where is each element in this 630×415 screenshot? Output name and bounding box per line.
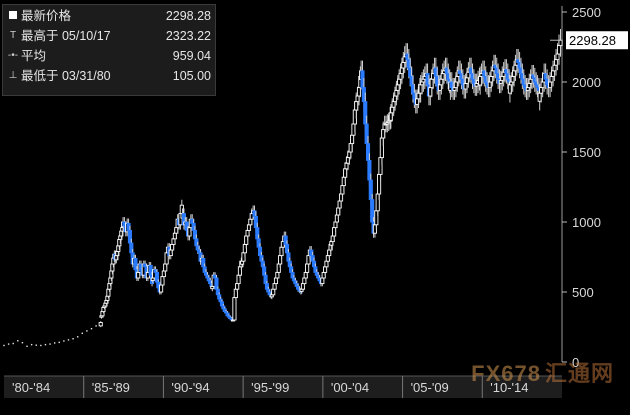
- data-dot: [53, 342, 56, 344]
- legend-value: 2298.28: [165, 9, 211, 23]
- last-price-tag: [566, 31, 628, 50]
- data-dot: [35, 344, 37, 346]
- candle-up: [232, 297, 237, 321]
- chart-legend: 最新价格 2298.28 T 最高于 05/10/17 2323.22 -•- …: [2, 4, 216, 96]
- data-dot: [12, 342, 14, 345]
- data-dot: [21, 341, 24, 344]
- x-tick-label: '95-'99: [251, 380, 289, 395]
- legend-value: 959.04: [172, 49, 211, 63]
- watermark-logo: FX678 汇通网: [471, 356, 614, 388]
- y-tick-label: 2500: [572, 5, 601, 20]
- data-dot: [86, 330, 88, 332]
- data-dot: [63, 340, 65, 342]
- data-dot: [81, 332, 83, 334]
- x-tick-label: '90-'94: [171, 380, 209, 395]
- data-dot: [40, 344, 42, 347]
- data-dot: [90, 327, 93, 330]
- data-dot: [58, 341, 60, 344]
- y-tick-label: 2000: [572, 75, 601, 90]
- data-dot: [17, 340, 19, 342]
- x-tick-label: '10-'14: [490, 380, 528, 395]
- x-axis-band: [4, 376, 562, 398]
- candle-up: [98, 322, 103, 327]
- legend-value: 105.00: [172, 69, 211, 83]
- data-dot: [30, 343, 33, 346]
- data-dot: [67, 339, 70, 341]
- legend-label: 最高于 05/10/17: [21, 29, 111, 43]
- legend-label: 最低于 03/31/80: [21, 69, 111, 83]
- last-price-label: 2298.28: [569, 33, 616, 48]
- x-tick-label: '05-'09: [411, 380, 449, 395]
- data-dot: [44, 343, 47, 346]
- candle-up: [558, 39, 563, 47]
- data-dot: [76, 336, 79, 338]
- y-tick-label: 0: [572, 355, 579, 370]
- square-icon: [7, 7, 19, 26]
- watermark-cn: 汇通网: [544, 361, 614, 386]
- x-tick-label: '80-'84: [12, 380, 50, 395]
- legend-row-low: ⊥ 最低于 03/31/80 105.00: [3, 67, 215, 85]
- y-tick-label: 500: [572, 285, 594, 300]
- data-dot: [7, 343, 10, 345]
- legend-label: 最新价格: [21, 9, 72, 23]
- data-dot: [72, 338, 74, 340]
- high-marker-icon: T: [9, 30, 17, 41]
- x-tick-label: '85-'89: [92, 380, 130, 395]
- data-dot: [95, 325, 97, 327]
- legend-row-high: T 最高于 05/10/17 2323.22: [3, 27, 215, 45]
- y-tick-label: 1500: [572, 145, 601, 160]
- data-dot: [49, 343, 51, 345]
- data-dot: [26, 345, 28, 348]
- watermark-brand: FX678: [471, 361, 541, 386]
- legend-row-average: -•- 平均 959.04: [3, 47, 215, 65]
- legend-value: 2323.22: [165, 29, 211, 43]
- data-dot: [3, 344, 5, 347]
- legend-row-last-price: 最新价格 2298.28: [3, 7, 215, 25]
- average-marker-icon: -•-: [7, 50, 19, 61]
- y-tick-label: 1000: [572, 215, 601, 230]
- legend-label: 平均: [21, 49, 47, 63]
- x-tick-label: '00-'04: [331, 380, 369, 395]
- low-marker-icon: ⊥: [8, 70, 18, 81]
